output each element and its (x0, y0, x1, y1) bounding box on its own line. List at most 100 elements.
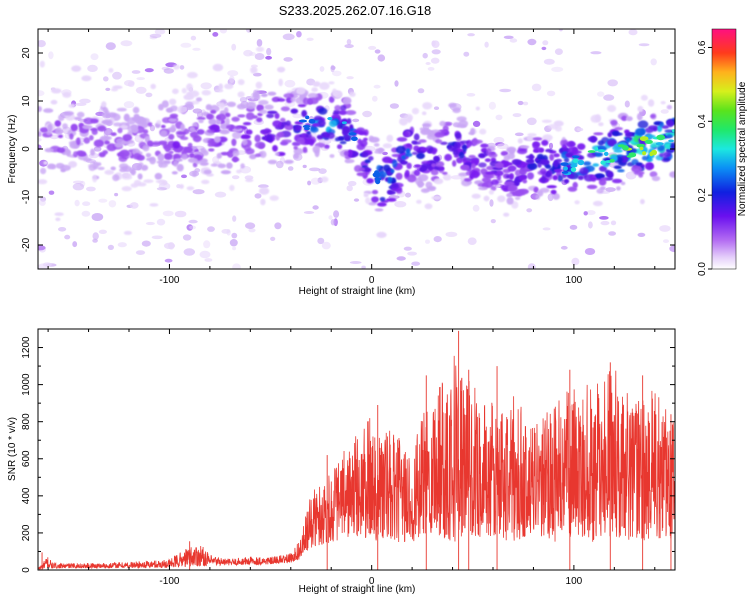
spectrogram-cell (539, 148, 544, 153)
spectrogram-cell (329, 120, 337, 128)
spectrogram-cell (232, 175, 240, 180)
spectrogram-cell (378, 147, 384, 154)
spectrogram-cell (572, 181, 578, 189)
spectrogram-cell (506, 197, 514, 205)
spectrogram-cell (525, 158, 535, 164)
spectrogram-cell (110, 166, 116, 171)
spectrogram-cell (173, 160, 179, 167)
spectrogram-cell (454, 132, 462, 139)
spectrogram-cell (232, 150, 240, 157)
spectrogram-cell (484, 158, 491, 163)
spectrogram-cell (371, 196, 379, 203)
spectrogram-cell (506, 146, 517, 153)
spectrogram-cell (607, 104, 617, 113)
spectrogram-blobs (38, 29, 675, 269)
spectrogram-cell (229, 75, 235, 84)
spectrogram-cell (319, 82, 330, 90)
spectrogram-cell (587, 152, 596, 158)
spectrogram-cell (462, 144, 467, 153)
spectrogram-cell (208, 118, 217, 125)
spectrogram-cell (390, 168, 395, 174)
spectrogram-cell (470, 170, 480, 179)
spectrogram-cell (98, 198, 108, 203)
spectrogram-cell (112, 71, 122, 80)
spectrogram-cell (344, 159, 355, 164)
spectrogram-cell (92, 174, 98, 183)
spectrogram-cell (439, 120, 446, 127)
spectrogram-cell (152, 141, 161, 146)
spectrogram-cell (666, 104, 673, 110)
spectrogram-cell (584, 248, 596, 255)
spectrogram-cell (143, 179, 154, 184)
spectrogram-cell (311, 87, 318, 92)
spectrogram-cell (554, 125, 562, 132)
spectrogram-cell (329, 154, 335, 158)
spectrogram-cell (104, 169, 114, 175)
spectrogram-cell (168, 133, 175, 140)
spectrogram-hot-cell (597, 149, 606, 153)
snr-xlabel: Height of straight line (km) (299, 584, 416, 595)
spectrogram-cell (349, 91, 356, 97)
spectrogram-cell (208, 148, 215, 152)
spectrogram-cell (445, 231, 458, 237)
spectrogram-cell (287, 166, 294, 171)
spectrogram-cell (431, 195, 442, 200)
spectrogram-cell (526, 208, 533, 213)
spectrogram-cell (44, 148, 54, 153)
spectrogram-cell (554, 48, 563, 55)
spectrogram-cell (102, 119, 113, 126)
spectrogram-cell (546, 90, 556, 97)
spectrogram-cell (47, 123, 53, 132)
spectrogram-cell (578, 155, 585, 160)
spectrogram-cell (267, 159, 278, 165)
spectrogram-cell (38, 245, 46, 251)
spectrogram-cell (172, 64, 180, 70)
spectrogram-cell (345, 110, 357, 116)
spectrogram-hot-cell (594, 146, 599, 152)
spectrogram-cell (177, 105, 188, 114)
snr-ytick-label: 200 (21, 524, 32, 541)
spectrogram-cell (406, 143, 412, 148)
spectrogram-cell (56, 147, 66, 153)
spectrogram-cell (137, 173, 143, 180)
spectrogram-cell (318, 107, 328, 115)
spectrogram-cell (625, 116, 633, 122)
spectrogram-cell (292, 113, 302, 119)
spectrogram-cell (194, 151, 201, 156)
spectrogram-cell (362, 110, 372, 118)
spectrogram-cell (282, 33, 295, 41)
spectrogram-cell (130, 168, 137, 176)
spectrogram-cell (214, 191, 227, 198)
spectrogram-cell (454, 141, 461, 149)
spectrogram-cell (597, 140, 605, 146)
spectrogram-cell (386, 134, 394, 143)
spectrogram-cell (160, 130, 168, 137)
spectrogram-cell (494, 162, 504, 169)
spectrogram-hot-cell (560, 162, 569, 167)
spectrogram-cell (170, 124, 176, 133)
spectrogram-cell (174, 210, 187, 218)
spectrogram-cell (526, 136, 533, 141)
spectrogram-cell (426, 133, 436, 140)
spectrogram-hot-cell (655, 142, 664, 146)
spectrogram-cell (55, 127, 63, 136)
spectrogram-cell (243, 49, 253, 57)
spectrogram-cell (617, 169, 625, 173)
spectrogram-cell (258, 143, 265, 149)
spectrogram-cell (611, 130, 620, 137)
spectrogram-cell (306, 37, 314, 41)
spectrogram-cell (537, 161, 542, 168)
spectrogram-cell (356, 143, 366, 151)
colorbar: 0.0 0.2 0.4 0.6 Normalized spectral amplitu… (697, 28, 748, 276)
spectrogram-cell (625, 132, 633, 136)
spectrogram-cell (245, 178, 254, 183)
spectrogram-cell (192, 47, 201, 51)
spectrogram-cell (70, 123, 78, 132)
spectrogram-cell (503, 212, 510, 217)
spectrogram-cell (105, 42, 116, 50)
spectrogram-hot-cell (561, 171, 569, 174)
spectrogram-hot-cell (656, 134, 665, 141)
spectrogram-cell (131, 70, 141, 74)
spectrogram-cell (232, 215, 237, 222)
spectrogram-cell (92, 232, 99, 240)
